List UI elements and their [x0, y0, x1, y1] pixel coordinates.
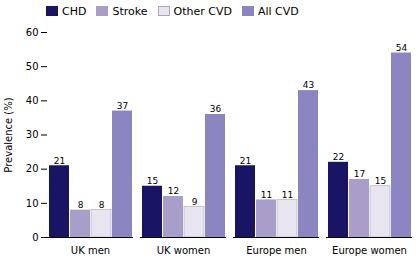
svg-text:22: 22: [333, 152, 344, 162]
svg-text:UK men: UK men: [71, 245, 110, 256]
html-text:All CVD: All CVD: [257, 4, 299, 18]
svg-text:21: 21: [240, 156, 251, 166]
svg-text:12: 12: [168, 186, 179, 196]
svg-text:17: 17: [354, 169, 365, 179]
svg-text:8: 8: [78, 200, 84, 210]
html-text:CHD: CHD: [62, 4, 87, 18]
svg-text:8: 8: [99, 200, 105, 210]
svg-text:11: 11: [282, 190, 293, 200]
svg-text:Prevalence (%): Prevalence (%): [3, 97, 14, 172]
html-text:Stroke: Stroke: [112, 4, 148, 18]
svg-text:30: 30: [26, 129, 39, 140]
svg-text:15: 15: [375, 176, 386, 186]
svg-text:Europe women: Europe women: [332, 245, 407, 256]
svg-text:9: 9: [192, 197, 198, 207]
svg-text:15: 15: [147, 176, 158, 186]
svg-text:37: 37: [117, 101, 128, 111]
svg-text:11: 11: [261, 190, 272, 200]
svg-text:0: 0: [32, 232, 38, 243]
svg-text:54: 54: [396, 43, 408, 53]
svg-text:UK women: UK women: [157, 245, 211, 256]
html-text:Other CVD: Other CVD: [173, 4, 232, 18]
svg-text:21: 21: [54, 156, 65, 166]
svg-text:Europe men: Europe men: [246, 245, 307, 256]
svg-text:10: 10: [26, 198, 39, 209]
svg-text:50: 50: [26, 61, 39, 72]
svg-text:36: 36: [210, 104, 222, 114]
svg-text:60: 60: [26, 27, 39, 38]
svg-text:40: 40: [26, 95, 39, 106]
svg-text:20: 20: [26, 163, 39, 174]
svg-text:43: 43: [303, 80, 314, 90]
